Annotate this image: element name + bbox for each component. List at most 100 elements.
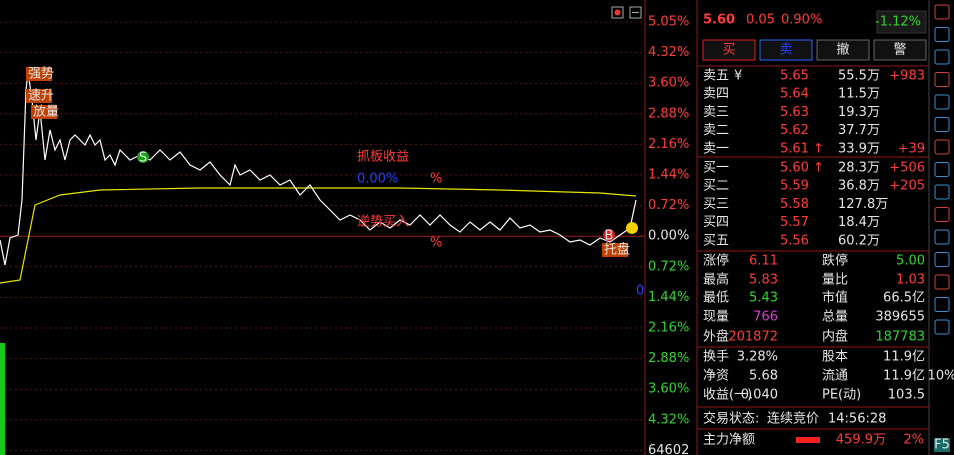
book-arrow: ↑ <box>813 161 824 176</box>
stat-label: 最高 <box>703 272 729 288</box>
tool-icon[interactable] <box>934 49 950 65</box>
axis-label: 1.44% <box>648 290 689 305</box>
stat-value: 187783 <box>875 330 925 345</box>
index-change: -1.12% <box>875 15 921 30</box>
tool-icon[interactable] <box>934 162 950 177</box>
book-volume: 11.5万 <box>838 87 880 102</box>
stat-label: 外盘 <box>703 329 729 345</box>
tool-icon[interactable] <box>934 4 950 20</box>
stat-value: 0.040 <box>741 388 778 403</box>
stat-value: 11.9亿 <box>883 369 925 384</box>
book-delta: +205 <box>889 179 925 194</box>
axis-label: 3.60% <box>648 382 689 397</box>
axis-label: 5.05% <box>648 15 689 30</box>
axis-label: 1.44% <box>648 168 689 183</box>
status-label: 交易状态: <box>703 411 759 427</box>
stat-label: 股本 <box>822 350 848 365</box>
book-label: 卖五 <box>703 69 729 84</box>
book-label: 卖三 <box>703 105 729 120</box>
annotation: 速升 <box>28 89 54 104</box>
button[interactable] <box>759 39 813 61</box>
tool-icon[interactable] <box>934 94 950 110</box>
button[interactable] <box>873 39 927 61</box>
book-marker: ¥ <box>734 69 742 84</box>
tool-icon[interactable] <box>934 229 950 245</box>
book-price: 5.65 <box>780 69 809 84</box>
stat-value: 1.03 <box>896 273 925 288</box>
axis-label: 2.16% <box>648 321 689 336</box>
tool-icon[interactable] <box>934 252 950 267</box>
stat-label: 现量 <box>703 310 729 325</box>
tool-label[interactable]: 10% <box>928 369 954 384</box>
button[interactable] <box>816 39 870 61</box>
icon-dot <box>614 9 621 16</box>
stat-value: 201872 <box>728 330 778 345</box>
stat-value: 389655 <box>875 310 925 325</box>
tool-icon[interactable] <box>934 117 950 132</box>
book-label: 卖二 <box>703 123 729 138</box>
tag-bg <box>31 105 57 119</box>
tool-icon[interactable] <box>934 207 950 222</box>
book-delta: +39 <box>898 141 925 156</box>
sell-sign-bg <box>137 151 149 163</box>
book-label: 买四 <box>703 215 729 230</box>
stat-label: 涨停 <box>703 253 729 269</box>
button-label[interactable]: 买 <box>722 43 735 58</box>
button-label[interactable]: 警 <box>893 42 906 58</box>
book-price: 5.60 <box>780 161 809 176</box>
icon[interactable] <box>611 6 624 19</box>
annotation: % <box>430 172 442 187</box>
tool-icon[interactable] <box>934 139 950 155</box>
book-price: 5.57 <box>780 215 809 230</box>
stat-label: PE(动) <box>822 388 861 403</box>
stat-value: 11.9亿 <box>883 350 925 365</box>
average-line <box>0 187 637 284</box>
net-bar <box>796 437 820 443</box>
tag-bg <box>602 243 628 257</box>
stat-label: 内盘 <box>822 329 848 345</box>
stat-value: 66.5亿 <box>883 291 925 306</box>
book-delta: +506 <box>889 161 925 176</box>
book-price: 5.61 <box>780 141 809 156</box>
book-volume: 33.9万 <box>838 141 880 156</box>
button-label[interactable]: 卖 <box>779 43 792 58</box>
tool-icon[interactable] <box>934 72 950 87</box>
net-label: 主力净额 <box>703 433 755 448</box>
tool-label[interactable]: F5 <box>934 438 950 453</box>
book-label: 买五 <box>703 233 729 248</box>
axis-label: 2.88% <box>648 351 689 366</box>
change: 0.05 <box>746 13 775 28</box>
stat-value: 5.43 <box>749 291 778 306</box>
icon[interactable] <box>629 6 642 19</box>
tool-icon[interactable] <box>934 27 950 42</box>
axis-label: 4.32% <box>648 412 689 427</box>
tool-icon[interactable] <box>934 319 950 335</box>
annotation: 抓板收益 <box>357 150 409 165</box>
button[interactable] <box>702 39 756 61</box>
tool-icon[interactable] <box>934 184 950 200</box>
tool-icon[interactable] <box>934 274 950 290</box>
book-label: 买一 <box>703 161 729 176</box>
annotation: 托盘 <box>604 242 630 258</box>
annotation: 强势 <box>28 66 54 82</box>
book-price: 5.59 <box>780 179 809 194</box>
book-label: 买三 <box>703 197 729 212</box>
status-value: 连续竞价 <box>767 411 819 427</box>
axis-label: 0.72% <box>648 259 689 274</box>
book-label: 卖一 <box>703 141 729 156</box>
toolbar: 10% F5 <box>928 4 954 453</box>
book-volume: 36.8万 <box>838 179 880 194</box>
tool-icon[interactable] <box>934 297 950 312</box>
buy-sign-bg <box>603 229 615 241</box>
button-label[interactable]: 撤 <box>836 42 849 58</box>
price: 5.60 <box>703 13 735 28</box>
book-price: 5.62 <box>780 123 809 138</box>
buy-sign: B <box>605 229 614 244</box>
tool-icon[interactable] <box>934 438 950 452</box>
book-volume: 18.4万 <box>838 215 880 230</box>
book-label: 卖四 <box>703 87 729 102</box>
book-volume: 37.7万 <box>838 123 880 138</box>
